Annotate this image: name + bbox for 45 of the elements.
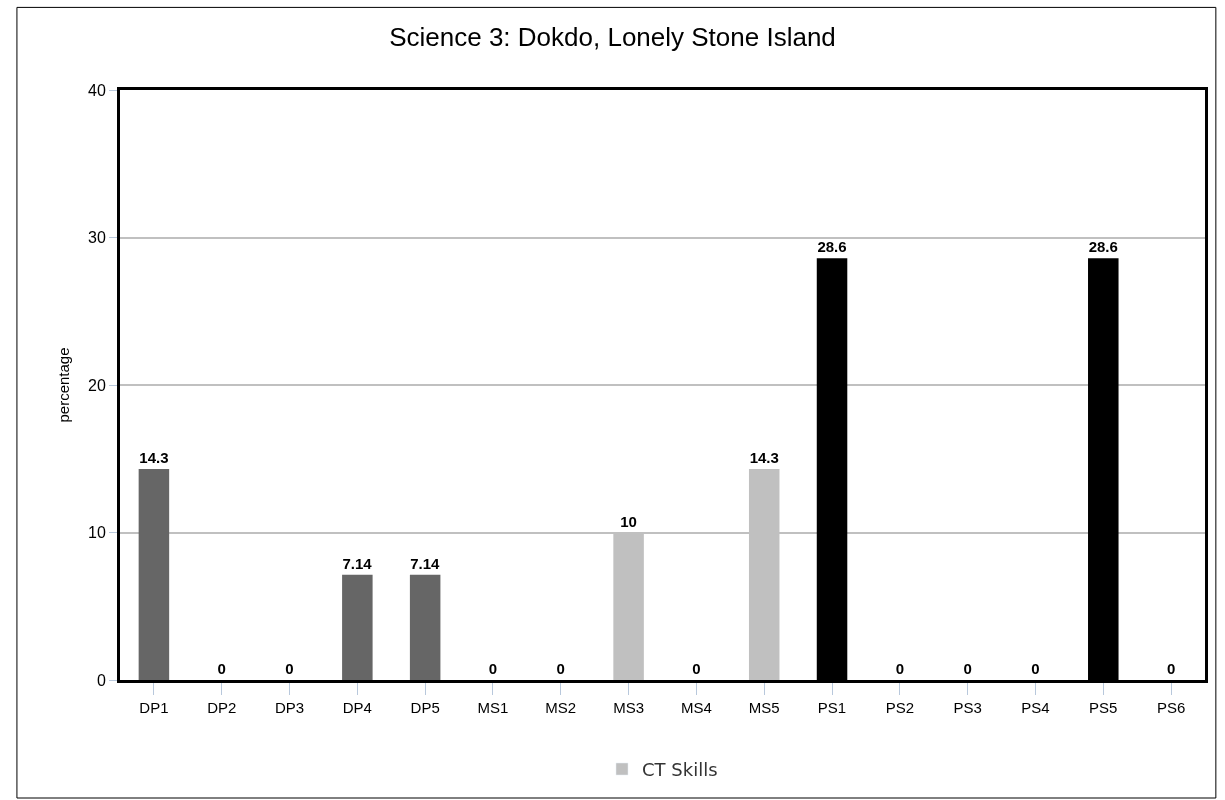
x-tick-label: MS3 bbox=[613, 699, 645, 716]
x-tick-label: MS4 bbox=[680, 699, 712, 716]
x-tick-label: MS2 bbox=[545, 699, 577, 716]
data-label: 14.3 bbox=[139, 449, 169, 467]
data-label: 0 bbox=[556, 660, 565, 677]
bar bbox=[1088, 258, 1119, 680]
data-label: 28.6 bbox=[1088, 238, 1118, 256]
data-label: 0 bbox=[895, 660, 905, 677]
x-tick-label: PS3 bbox=[953, 699, 982, 716]
x-tick-label: DP4 bbox=[342, 699, 372, 716]
data-label: 0 bbox=[285, 660, 294, 677]
bar bbox=[138, 469, 170, 680]
data-label: 0 bbox=[1031, 660, 1040, 677]
data-label: 10 bbox=[620, 512, 637, 530]
x-tick-label: DP2 bbox=[207, 699, 237, 716]
y-tick-label: 0 bbox=[96, 671, 106, 689]
data-label: 0 bbox=[963, 660, 972, 677]
x-tick-label: MS5 bbox=[748, 699, 780, 716]
x-tick-label: DP5 bbox=[410, 699, 440, 716]
y-tick-label: 20 bbox=[88, 376, 106, 394]
x-tick-label: PS4 bbox=[1021, 699, 1050, 716]
bar bbox=[409, 574, 441, 680]
data-label: 0 bbox=[1166, 660, 1176, 677]
data-label: 0 bbox=[217, 660, 226, 677]
data-label: 0 bbox=[692, 660, 701, 677]
x-tick-label: PS6 bbox=[1156, 699, 1186, 716]
chart-title: Science 3: Dokdo, Lonely Stone Island bbox=[389, 22, 836, 53]
legend-label: CT Skills bbox=[642, 759, 718, 781]
y-tick-label: 40 bbox=[88, 81, 106, 99]
data-label: 0 bbox=[488, 660, 498, 677]
data-label: 28.6 bbox=[817, 238, 847, 256]
x-tick-label: MS1 bbox=[477, 699, 509, 716]
data-label: 14.3 bbox=[749, 449, 779, 467]
x-tick-label: PS5 bbox=[1089, 699, 1118, 716]
x-tick-label: DP3 bbox=[274, 699, 305, 716]
x-tick-label: DP1 bbox=[139, 699, 169, 716]
x-tick-label: PS1 bbox=[817, 699, 847, 716]
bar bbox=[816, 258, 848, 680]
y-tick-label: 10 bbox=[88, 524, 106, 542]
x-tick-label: PS2 bbox=[885, 699, 915, 716]
y-tick-label: 30 bbox=[88, 229, 106, 247]
bar bbox=[342, 574, 373, 680]
y-axis-title: percentage bbox=[55, 347, 73, 423]
data-label: 7.14 bbox=[410, 554, 441, 572]
data-label: 7.14 bbox=[342, 554, 373, 572]
